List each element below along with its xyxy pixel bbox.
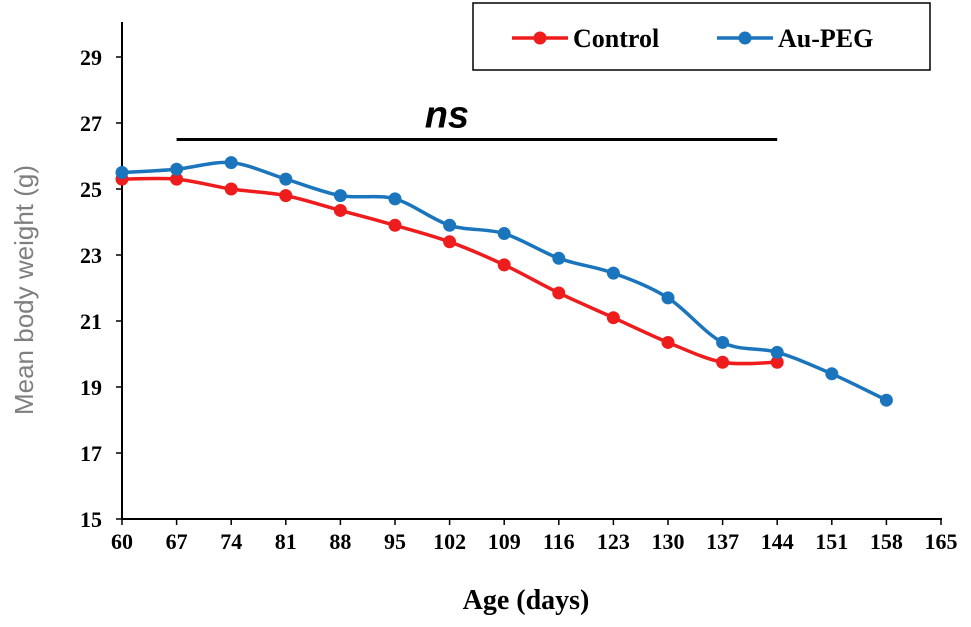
data-point-au-peg <box>552 251 566 265</box>
legend-label-au-peg: Au-PEG <box>778 24 873 53</box>
legend-marker-au-peg <box>738 31 752 45</box>
x-tick-label: 67 <box>166 529 188 554</box>
data-point-control <box>770 355 784 369</box>
x-tick-label: 81 <box>275 529 297 554</box>
x-tick-label: 151 <box>815 529 848 554</box>
data-point-au-peg <box>333 189 347 203</box>
x-tick-label: 74 <box>220 529 242 554</box>
series-au-peg <box>115 156 893 407</box>
x-tick-label: 116 <box>543 529 575 554</box>
y-tick-label: 21 <box>80 309 102 334</box>
x-tick-label: 165 <box>925 529 958 554</box>
series <box>115 156 893 407</box>
data-point-control <box>497 258 511 272</box>
data-point-control <box>552 286 566 300</box>
series-line-control <box>121 176 778 366</box>
data-point-au-peg <box>443 218 457 232</box>
data-point-au-peg <box>825 367 839 381</box>
y-tick-label: 27 <box>80 111 102 136</box>
x-tick-label: 88 <box>329 529 351 554</box>
data-point-au-peg <box>606 266 620 280</box>
x-tick-label: 130 <box>652 529 685 554</box>
data-point-au-peg <box>770 345 784 359</box>
data-point-au-peg <box>661 291 675 305</box>
y-tick-label: 29 <box>80 45 102 70</box>
data-point-au-peg <box>279 172 293 186</box>
data-point-control <box>661 335 675 349</box>
x-axis-label: Age (days) <box>463 585 590 616</box>
x-tick-label: 109 <box>488 529 521 554</box>
y-tick-label: 15 <box>80 507 102 532</box>
x-ticks: 60 67 74 81 88 95 102 109 116 123 130 137 144 151 158 1… <box>111 519 958 554</box>
data-point-control <box>388 218 402 232</box>
ns-label: ns <box>425 95 469 137</box>
legend: Control Au-PEG <box>472 2 931 71</box>
data-point-au-peg <box>388 192 402 206</box>
data-point-control <box>170 172 184 186</box>
series-control <box>115 172 784 369</box>
y-ticks: 15 17 19 21 23 25 27 29 <box>80 45 122 532</box>
x-tick-label: 137 <box>706 529 739 554</box>
data-point-au-peg <box>170 162 184 176</box>
x-tick-label: 144 <box>761 529 794 554</box>
ns-annotation: ns <box>176 95 778 141</box>
legend-marker-control <box>533 31 547 45</box>
data-point-control <box>606 311 620 325</box>
x-tick-label: 102 <box>433 529 466 554</box>
axes <box>121 22 942 520</box>
y-tick-label: 17 <box>80 441 102 466</box>
data-point-au-peg <box>497 227 511 241</box>
x-tick-label: 95 <box>384 529 406 554</box>
data-point-au-peg <box>224 156 238 170</box>
legend-label-control: Control <box>573 24 659 53</box>
y-tick-label: 25 <box>80 177 102 202</box>
x-tick-label: 158 <box>870 529 903 554</box>
x-tick-label: 123 <box>597 529 630 554</box>
data-point-control <box>279 189 293 203</box>
data-point-au-peg <box>115 166 129 179</box>
x-tick-label: 60 <box>111 529 133 554</box>
data-point-control <box>443 235 457 249</box>
data-point-control <box>333 203 347 217</box>
y-tick-label: 19 <box>80 375 102 400</box>
y-tick-label: 23 <box>80 243 102 268</box>
data-point-control <box>716 355 730 369</box>
data-point-control <box>224 182 238 196</box>
data-point-au-peg <box>716 335 730 349</box>
data-point-au-peg <box>879 393 893 407</box>
y-axis-label: Mean body weight (g) <box>9 165 39 415</box>
